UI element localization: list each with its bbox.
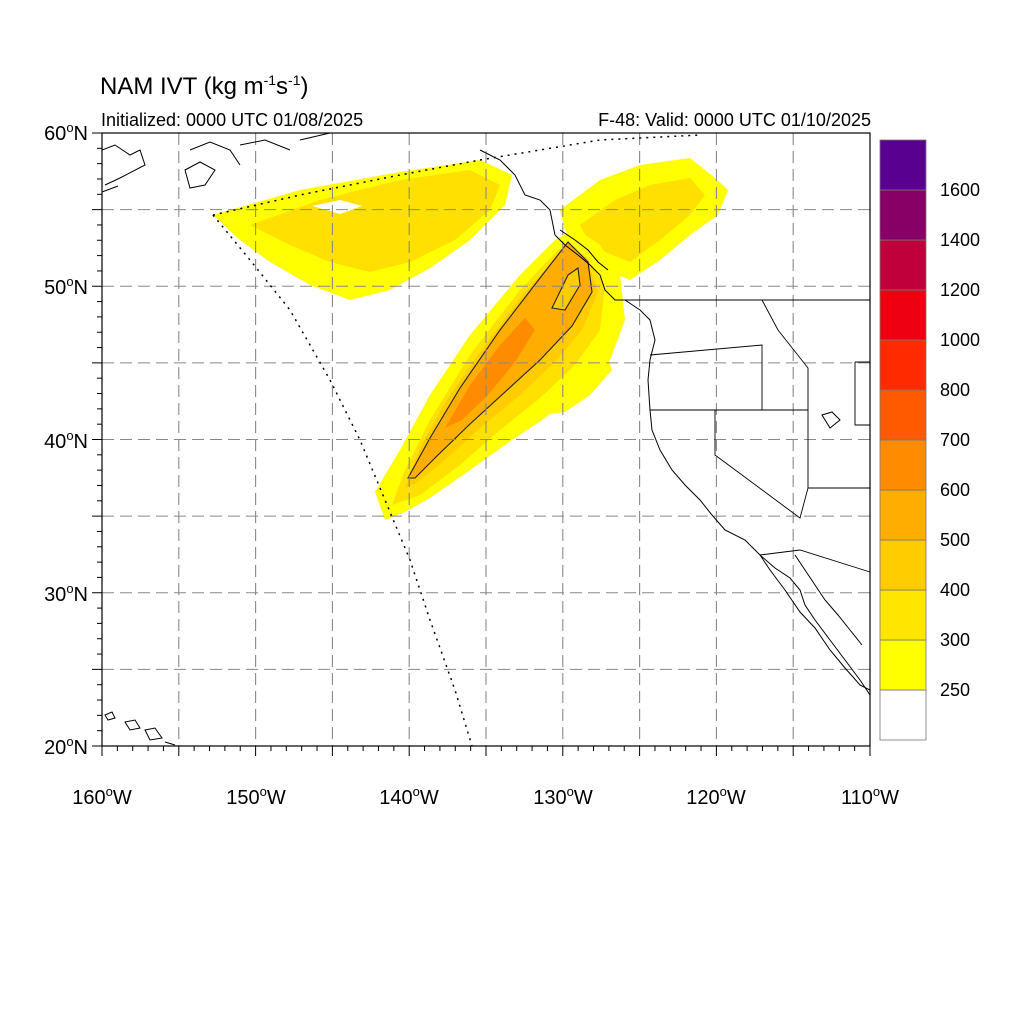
lon-label-130: 130oW <box>533 784 593 809</box>
colorbar <box>879 139 927 741</box>
ivt-contour-500-inner <box>551 267 581 311</box>
us-west-coast <box>624 299 870 696</box>
lat-label-20: 20oN <box>44 734 88 759</box>
lat-label-60: 60oN <box>44 120 88 145</box>
map-title: NAM IVT (kg m-1s-1) <box>100 72 309 100</box>
colorbar-swatch <box>879 639 927 691</box>
lat-label-40: 40oN <box>44 428 88 453</box>
ivt-shading <box>213 158 728 520</box>
colorbar-swatch <box>879 189 927 241</box>
lat-lon-grid <box>102 133 870 746</box>
lon-labels: 160oW 150oW 140oW 130oW 120oW 110oW <box>72 784 899 809</box>
colorbar-label: 1600 <box>940 180 980 200</box>
colorbar-swatch <box>879 139 927 191</box>
colorbar-swatch <box>879 439 927 491</box>
colorbar-swatch <box>879 289 927 341</box>
lat-label-50: 50oN <box>44 274 88 299</box>
ivt-contour-500 <box>407 241 593 479</box>
colorbar-label: 300 <box>940 630 970 650</box>
colorbar-label: 1200 <box>940 280 980 300</box>
colorbar-swatch <box>879 689 927 741</box>
colorbar-label: 600 <box>940 480 970 500</box>
colorbar-swatch <box>879 489 927 541</box>
coastlines <box>102 133 870 746</box>
colorbar-label: 1000 <box>940 330 980 350</box>
ivt-streak-south <box>540 350 612 415</box>
colorbar-label: 250 <box>940 680 970 700</box>
alaska-coast <box>102 133 556 236</box>
ivt-river-600 <box>445 318 535 428</box>
colorbar-label: 500 <box>940 530 970 550</box>
ivt-river-gap <box>552 268 580 310</box>
nam-domain-boundary <box>212 134 701 747</box>
ivt-plume-north-gap <box>312 200 362 214</box>
baja-coast <box>759 554 870 691</box>
colorbar-label: 700 <box>940 430 970 450</box>
lon-label-150: 150oW <box>226 784 286 809</box>
lon-label-160: 160oW <box>72 784 132 809</box>
colorbar-labels: 1600 1400 1200 1000 800 700 600 500 400 300 250 <box>940 180 980 700</box>
colorbar-swatch <box>879 339 927 391</box>
lat-labels: 60oN 50oN 40oN 30oN 20oN <box>44 120 88 759</box>
id-border <box>761 299 809 410</box>
colorbar-swatch <box>879 389 927 441</box>
gulf-island <box>821 411 841 429</box>
lat-label-30: 30oN <box>44 581 88 606</box>
nv-border <box>714 410 809 519</box>
colorbar-label: 1400 <box>940 230 980 250</box>
ut-border <box>808 361 870 489</box>
axis-ticks <box>92 132 871 756</box>
bc-coast <box>554 229 625 301</box>
ivt-plume-ne-inner <box>580 178 705 262</box>
state-borders <box>616 299 871 573</box>
valid-time: F-48: Valid: 0000 UTC 01/10/2025 <box>598 110 871 130</box>
lon-label-140: 140oW <box>379 784 439 809</box>
lon-label-110: 110oW <box>841 784 899 809</box>
colorbar-label: 800 <box>940 380 970 400</box>
lon-label-120: 120oW <box>686 784 746 809</box>
ca-mexico-border <box>759 549 871 573</box>
colorbar-swatch <box>879 239 927 291</box>
colorbar-swatch <box>879 589 927 641</box>
colorbar-swatch <box>879 539 927 591</box>
initialized-time: Initialized: 0000 UTC 01/08/2025 <box>101 110 364 130</box>
hawaii <box>104 711 176 746</box>
wa-or-border <box>649 344 763 410</box>
colorbar-label: 400 <box>940 580 970 600</box>
ivt-plume-north-inner <box>250 170 500 272</box>
